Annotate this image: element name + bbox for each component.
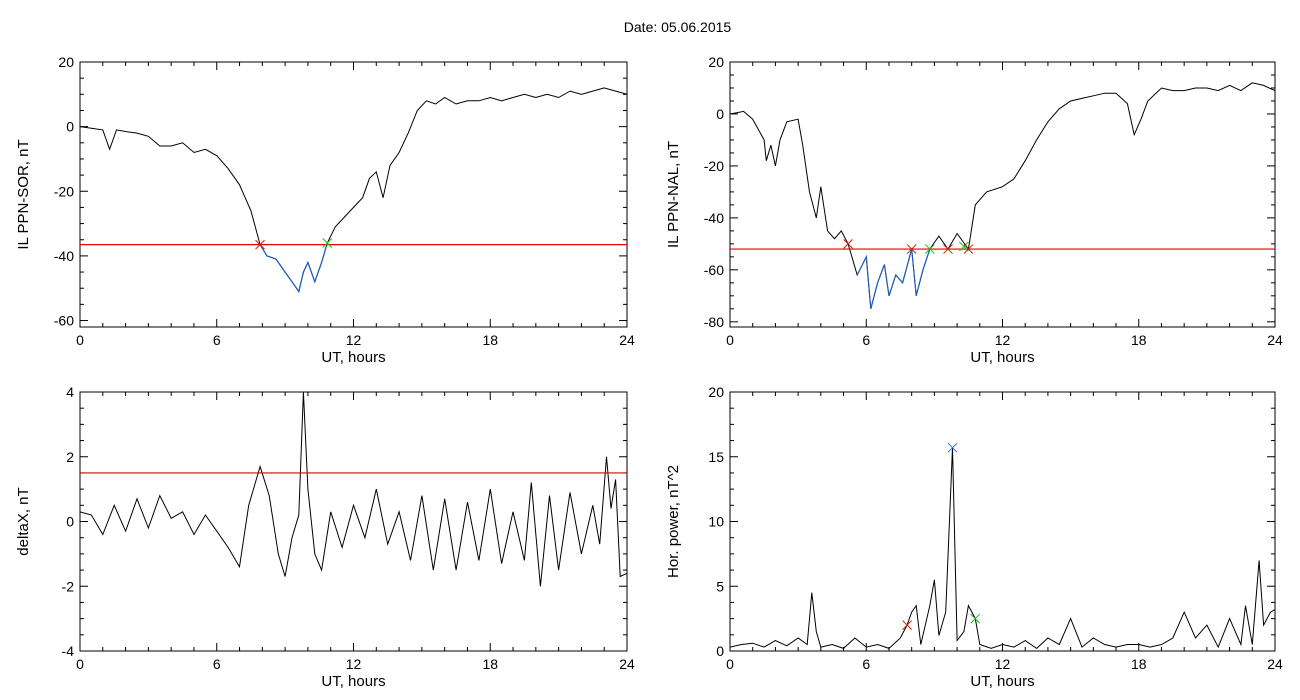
series-line	[80, 392, 627, 587]
series-below-threshold	[856, 248, 931, 309]
y-tick-label: -20	[704, 158, 724, 174]
y-tick-label: 2	[66, 449, 74, 465]
plot-area	[80, 87, 627, 293]
x-tick-label: 6	[213, 656, 221, 672]
chart-panel-3: 0 6 12 18 24 4 2 0 -2 -4 UT, hours deltaX, nT	[15, 384, 635, 690]
chart-panel-2: 0 6 12 18 24 20 0 -20 -40 -60 -80 UT, hours IL PPN-N…	[665, 54, 1283, 366]
x-tick-label: 0	[76, 332, 84, 348]
x-tick-label: 18	[482, 656, 498, 672]
y-tick-label: 0	[66, 514, 74, 530]
chart-panel-1: 0 6 12 18 24 20 0 -20 -40 -60 UT, hours IL PPN-SOR,…	[15, 54, 635, 366]
event-marker-stroke	[843, 239, 853, 249]
x-tick-label: 24	[1267, 332, 1283, 348]
x-axis-label: UT, hours	[321, 349, 385, 366]
y-tick-label: 20	[58, 54, 74, 70]
event-marker-stroke	[947, 442, 958, 453]
event-marker	[924, 244, 935, 254]
x-tick-label: 24	[619, 332, 635, 348]
y-tick-label: 0	[66, 119, 74, 135]
y-tick-label: -80	[704, 314, 724, 330]
event-marker-stroke	[322, 238, 333, 248]
plot-frame	[79, 391, 628, 652]
event-marker-stroke	[906, 244, 917, 254]
event-marker-stroke	[902, 620, 912, 630]
x-tick-label: 18	[482, 332, 498, 348]
x-tick-label: 6	[213, 332, 221, 348]
plot-area	[80, 392, 627, 587]
x-tick-label: 0	[726, 332, 734, 348]
event-marker	[906, 244, 917, 254]
x-tick-label: 0	[76, 656, 84, 672]
y-axis-label: IL PPN-NAL, nT	[665, 141, 682, 248]
x-tick-label: 0	[726, 656, 734, 672]
y-tick-label: -60	[704, 262, 724, 278]
series-line	[80, 87, 627, 293]
y-tick-label: 0	[716, 106, 724, 122]
event-marker	[943, 244, 953, 254]
y-tick-label: 4	[66, 384, 74, 400]
event-marker-stroke	[924, 244, 935, 254]
plot-frame	[79, 61, 628, 328]
y-tick-label: 15	[708, 449, 724, 465]
x-axis-label: UT, hours	[970, 349, 1034, 366]
y-axis-label: Hor. power, nT^2	[665, 465, 682, 578]
y-tick-label: -4	[62, 643, 75, 659]
y-tick-label: -60	[54, 313, 74, 329]
y-tick-label: -40	[704, 210, 724, 226]
y-axis-label: deltaX, nT	[15, 487, 32, 555]
x-tick-label: 24	[1267, 656, 1283, 672]
x-tick-label: 6	[862, 656, 870, 672]
event-marker	[947, 442, 958, 453]
x-tick-label: 12	[995, 656, 1011, 672]
page-title: Date: 05.06.2015	[623, 19, 732, 35]
x-tick-label: 12	[346, 332, 362, 348]
chart-panel-4: 0 6 12 18 24 20 15 10 5 0 UT, hours Hor. power, nT^…	[665, 384, 1283, 690]
event-marker	[970, 613, 981, 624]
y-tick-label: 20	[708, 54, 724, 70]
y-tick-label: -2	[62, 578, 75, 594]
y-tick-label: 20	[708, 384, 724, 400]
event-marker	[963, 244, 974, 254]
event-marker	[843, 239, 853, 249]
x-tick-label: 6	[862, 332, 870, 348]
y-tick-label: -40	[54, 248, 74, 264]
y-axis-label: IL PPN-SOR, nT	[15, 139, 32, 249]
plot-area	[730, 442, 1275, 650]
y-tick-label: 5	[716, 578, 724, 594]
y-tick-label: 10	[708, 514, 724, 530]
event-marker-stroke	[970, 613, 981, 624]
event-marker-stroke	[963, 244, 974, 254]
plot-frame	[729, 61, 1276, 328]
x-tick-label: 12	[995, 332, 1011, 348]
y-tick-label: -20	[54, 183, 74, 199]
event-marker	[255, 239, 265, 250]
series-line	[730, 447, 1275, 650]
x-tick-label: 18	[1131, 656, 1147, 672]
event-marker-stroke	[943, 244, 953, 254]
event-marker	[322, 238, 333, 248]
x-axis-label: UT, hours	[321, 673, 385, 690]
series-below-threshold	[259, 242, 328, 293]
x-tick-label: 24	[619, 656, 635, 672]
x-tick-label: 18	[1131, 332, 1147, 348]
series-line	[730, 82, 1275, 309]
event-marker-stroke	[959, 241, 969, 252]
x-tick-label: 12	[346, 656, 362, 672]
x-axis-label: UT, hours	[970, 673, 1034, 690]
y-tick-label: 0	[716, 643, 724, 659]
event-marker-stroke	[255, 239, 265, 250]
event-marker	[959, 241, 969, 252]
plot-frame	[729, 391, 1276, 652]
event-marker	[902, 620, 912, 630]
plot-area	[730, 82, 1275, 309]
